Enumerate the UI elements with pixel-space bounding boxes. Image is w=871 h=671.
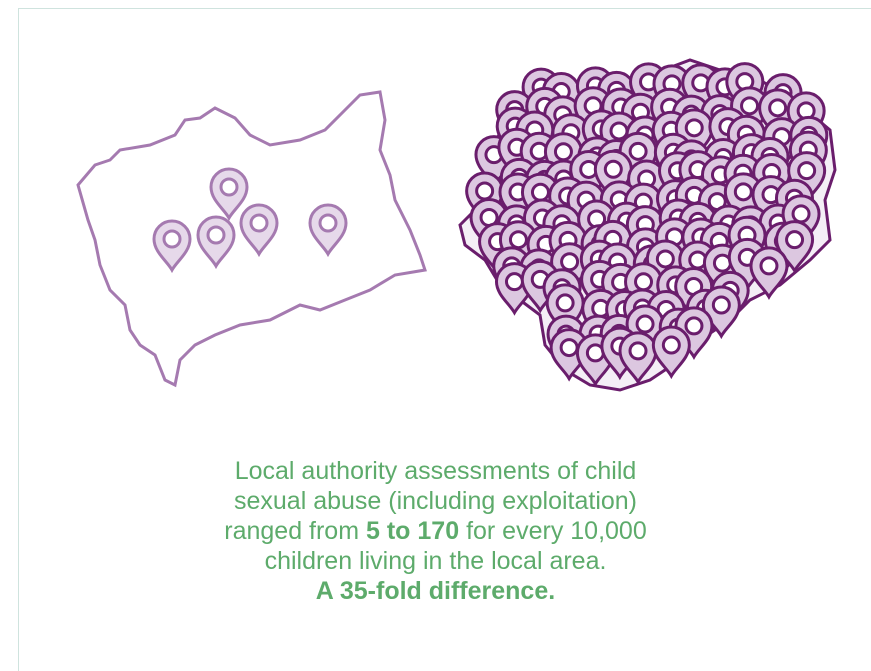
illustration: [76, 58, 837, 392]
frame: [18, 8, 871, 671]
caption-text: ranged from: [224, 517, 360, 545]
right-pins: [465, 62, 829, 386]
caption-conclusion: A 35-fold difference.: [315, 577, 556, 605]
caption-highlight: 5 to 170: [366, 517, 460, 545]
caption: Local authority assessments of child sex…: [0, 456, 871, 606]
caption-line: children living in the local area.: [264, 547, 607, 575]
caption-line: ranged from 5 to 170 for every 10,000: [0, 516, 871, 546]
caption-text: for every 10,000: [466, 517, 647, 545]
caption-line: sexual abuse (including exploitation): [233, 487, 638, 515]
caption-line: Local authority assessments of child: [234, 457, 637, 485]
